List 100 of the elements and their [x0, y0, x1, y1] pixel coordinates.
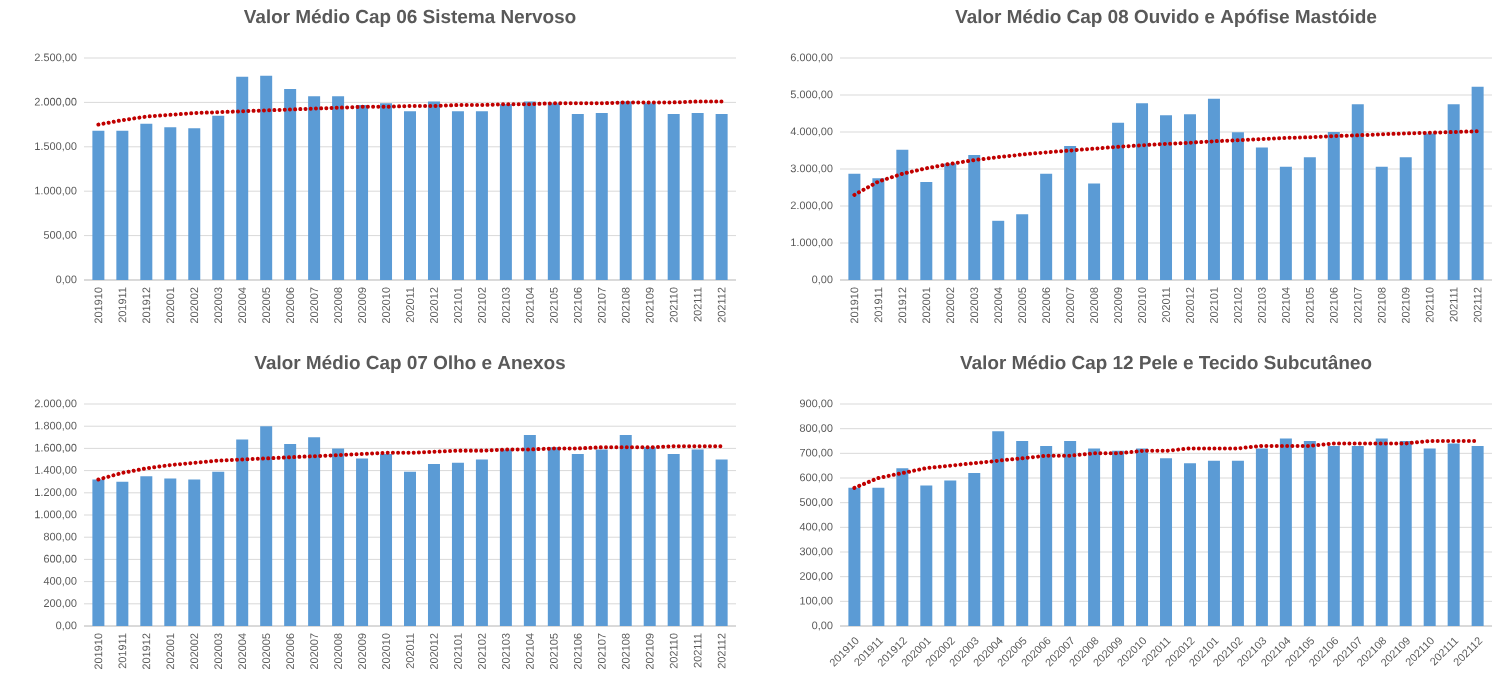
bar — [1423, 133, 1436, 280]
bar — [188, 479, 201, 626]
bar — [308, 96, 321, 280]
bar — [1040, 173, 1053, 280]
bar — [475, 459, 488, 626]
bar — [1064, 441, 1077, 626]
bar — [571, 453, 584, 626]
bar — [1399, 441, 1412, 626]
bar — [188, 128, 201, 280]
bar — [667, 453, 680, 626]
bar — [1327, 132, 1340, 280]
bar — [1423, 448, 1436, 626]
bar — [140, 123, 153, 280]
bar — [164, 127, 177, 280]
bar — [92, 130, 105, 280]
bar — [872, 487, 885, 626]
bar — [1016, 214, 1029, 280]
bar — [1303, 441, 1316, 626]
bar — [212, 471, 225, 626]
bar — [451, 111, 464, 280]
bar — [1207, 460, 1220, 626]
bar — [1303, 157, 1316, 280]
bar — [164, 478, 177, 626]
bar — [1160, 115, 1173, 280]
bar — [475, 111, 488, 280]
bar — [1136, 103, 1149, 280]
bar — [547, 103, 560, 280]
bar — [920, 485, 933, 626]
bar — [380, 103, 393, 280]
bar — [284, 443, 297, 626]
bar — [116, 481, 129, 626]
bar — [643, 447, 656, 626]
bar — [1399, 157, 1412, 280]
bar — [1279, 438, 1292, 626]
bar — [1040, 445, 1053, 626]
bar — [691, 449, 704, 626]
bar — [380, 453, 393, 626]
bar — [968, 473, 981, 626]
bar — [848, 173, 861, 280]
bar — [523, 435, 536, 626]
bar — [1447, 443, 1460, 626]
bar — [595, 449, 608, 626]
bar — [308, 437, 321, 626]
bar — [1375, 166, 1388, 280]
bar — [944, 163, 957, 280]
bar — [1160, 458, 1173, 626]
bar — [212, 115, 225, 280]
bar — [1207, 98, 1220, 280]
bar — [992, 220, 1005, 280]
bar — [968, 154, 981, 280]
bar — [1327, 445, 1340, 626]
bar — [1231, 460, 1244, 626]
bar — [236, 76, 249, 280]
bar — [1136, 448, 1149, 626]
bar — [260, 75, 273, 280]
bar — [284, 89, 297, 280]
bar — [236, 439, 249, 626]
bar — [140, 476, 153, 626]
bar — [1471, 445, 1484, 626]
bar — [896, 468, 909, 626]
chart-title: Valor Médio Cap 06 Sistema Nervoso — [243, 9, 576, 28]
bar — [992, 431, 1005, 626]
bar — [944, 480, 957, 626]
bar — [1183, 114, 1196, 280]
chart-title: Valor Médio Cap 12 Pele e Tecido Subcutâneo — [960, 354, 1372, 374]
bar — [872, 178, 885, 280]
bar — [427, 463, 440, 626]
bar — [643, 103, 656, 280]
bar — [404, 471, 416, 626]
bar — [260, 426, 273, 626]
bar — [595, 113, 608, 280]
bar — [1255, 448, 1268, 626]
bar — [571, 113, 584, 280]
bar — [427, 101, 440, 280]
bar — [715, 113, 728, 280]
bar — [356, 105, 369, 280]
bar — [1375, 438, 1388, 626]
bar — [1279, 166, 1292, 280]
bar — [1112, 450, 1125, 626]
bar — [404, 111, 416, 280]
bar — [1255, 147, 1268, 280]
bar — [1471, 86, 1484, 280]
bar — [691, 113, 704, 280]
bar — [896, 149, 909, 280]
bar — [1112, 122, 1125, 280]
bar — [356, 458, 369, 626]
bar — [1088, 183, 1101, 280]
bar — [1231, 132, 1244, 280]
bar — [1064, 146, 1077, 280]
bar — [1183, 463, 1196, 626]
bar — [523, 101, 536, 280]
bar — [619, 101, 632, 280]
bar — [1088, 448, 1101, 626]
bar — [92, 479, 105, 626]
bar — [332, 448, 345, 626]
bar — [715, 459, 728, 626]
bar — [332, 96, 345, 280]
bar — [920, 181, 933, 280]
bar — [1016, 441, 1029, 626]
bar — [1447, 104, 1460, 280]
